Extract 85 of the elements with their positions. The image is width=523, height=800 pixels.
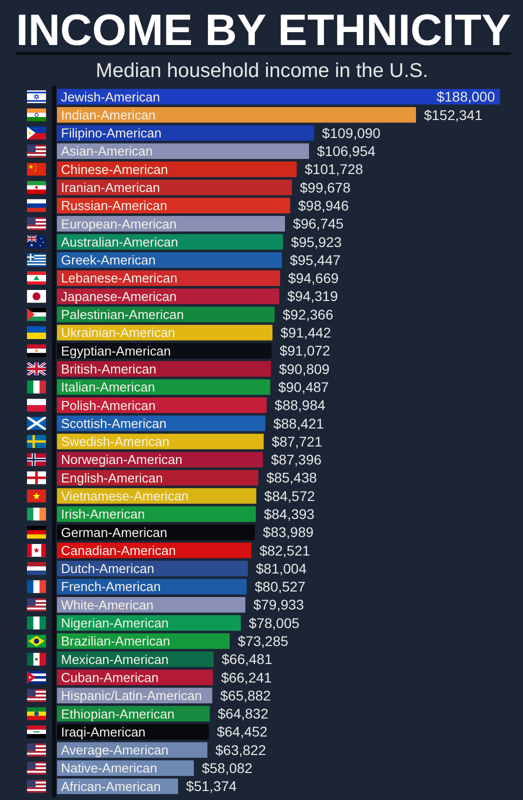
y-tick-label: British-American [61, 361, 156, 376]
chart-subtitle: Median household income in the U.S. [96, 60, 428, 82]
data-label: $99,678 [300, 179, 351, 196]
data-label: $94,319 [287, 288, 338, 304]
data-label: $90,487 [278, 378, 330, 395]
y-tick-label: Ukrainian-American [61, 325, 176, 340]
data-label: $95,923 [291, 234, 342, 250]
data-label: $84,393 [264, 506, 315, 522]
bar [57, 560, 248, 576]
y-tick-label: Vietnamese-American [61, 488, 189, 504]
bar [57, 125, 314, 141]
data-label: $92,366 [282, 306, 334, 322]
y-tick-label: Palestinian-American [61, 307, 184, 322]
y-tick-label: Hispanic/Latin-American [61, 688, 202, 704]
data-label: $88,984 [274, 397, 326, 414]
y-tick-label: Average-American [61, 742, 168, 758]
data-label: $73,285 [238, 633, 289, 650]
y-tick-label: Mexican-American [61, 652, 169, 667]
y-tick-label: German-American [61, 524, 168, 540]
data-label: $152,341 [424, 106, 483, 123]
y-tick-label: Asian-American [61, 144, 153, 159]
data-label: $88,421 [273, 415, 324, 432]
data-label: $85,438 [266, 470, 318, 486]
y-tick-label: African-American [61, 778, 161, 794]
y-tick-label: Ethiopian-American [61, 706, 174, 722]
y-tick-label: Greek-American [61, 252, 156, 268]
y-tick-label: Egyptian-American [61, 343, 171, 358]
y-tick-label: French-American [61, 579, 161, 594]
data-label: $51,374 [186, 778, 237, 794]
y-tick-label: Scottish-American [61, 416, 166, 431]
bar [57, 107, 416, 123]
data-label: $63,822 [215, 742, 266, 758]
y-tick-label: Iraqi-American [61, 724, 146, 740]
y-tick-label: Nigerian-American [61, 616, 169, 631]
data-label: $66,241 [221, 669, 272, 686]
y-tick-label: Chinese-American [61, 162, 168, 177]
data-label: $94,669 [288, 270, 339, 286]
y-tick-label: Polish-American [61, 398, 156, 413]
y-tick-label: Norwegian-American [61, 452, 182, 468]
y-tick-label: English-American [61, 470, 163, 486]
data-label: $79,933 [253, 596, 304, 613]
bar [57, 252, 282, 268]
data-label: $87,721 [272, 433, 323, 450]
data-label: $58,082 [202, 760, 253, 776]
y-tick-label: Canadian-American [61, 542, 176, 558]
data-label: $90,809 [278, 360, 330, 377]
data-label: $66,481 [222, 651, 272, 668]
data-label: $91,072 [280, 342, 330, 359]
data-label: $98,946 [298, 197, 349, 214]
data-label: $96,745 [292, 216, 344, 232]
y-tick-label: Native-American [61, 760, 158, 776]
y-tick-label: Filipino-American [61, 126, 162, 141]
data-label: $188,000 [436, 88, 496, 105]
y-tick-label: Iranian-American [61, 180, 160, 195]
data-label: $91,442 [280, 324, 332, 341]
y-tick-label: Italian-American [61, 380, 155, 395]
y-tick-label: Brazilian-American [61, 634, 170, 649]
bar [57, 143, 310, 159]
data-label: $87,396 [270, 452, 322, 468]
y-tick-label: White-American [61, 597, 154, 612]
y-tick-label: Irish-American [61, 506, 145, 522]
data-label: $101,728 [304, 161, 364, 178]
data-label: $64,452 [216, 724, 268, 740]
data-label: $78,005 [248, 614, 300, 631]
y-tick-label: Indian-American [61, 107, 156, 122]
y-tick-label: Jewish-American [61, 89, 160, 104]
y-tick-label: Japanese-American [61, 288, 177, 304]
data-label: $84,572 [264, 488, 316, 504]
y-tick-label: Cuban-American [61, 670, 159, 685]
y-tick-label: Australian-American [61, 234, 178, 250]
y-tick-label: European-American [61, 216, 177, 232]
y-tick-label: Dutch-American [61, 561, 154, 576]
y-tick-label: Russian-American [61, 198, 168, 214]
data-label: $65,882 [220, 687, 272, 704]
data-label: $106,954 [317, 143, 376, 160]
data-label: $82,521 [259, 542, 310, 558]
data-label: $64,832 [218, 706, 269, 722]
data-label: $95,447 [290, 252, 341, 268]
y-tick-label: Lebanese-American [61, 270, 178, 286]
chart-title: INCOME BY ETHNICITY [16, 6, 511, 55]
data-label: $81,004 [256, 560, 307, 576]
y-tick-label: Swedish-American [61, 434, 170, 450]
data-label: $109,090 [322, 124, 381, 141]
data-label: $80,527 [254, 578, 306, 595]
data-label: $83,989 [262, 524, 314, 540]
